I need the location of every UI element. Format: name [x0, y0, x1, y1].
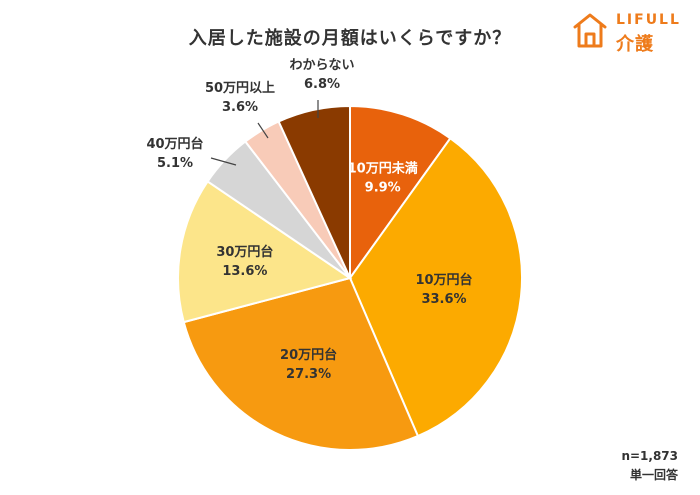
slice-label-4: 40万円台 — [146, 136, 203, 152]
slice-labels: 10万円未満 9.9% 10万円台 33.6% 20万円台 27.3% 30万円台 13.6%… — [146, 58, 472, 382]
slice-value-4: 5.1% — [157, 156, 193, 171]
slice-value-6: 6.8% — [304, 77, 340, 92]
slice-value-2: 27.3% — [286, 367, 331, 382]
lifull-kaigo-logo: LIFULL 介護 — [572, 10, 687, 56]
leader-line-5 — [257, 122, 269, 139]
slice-value-5: 3.6% — [222, 100, 258, 115]
leader-lines — [210, 100, 319, 166]
slice-label-5: 50万円以上 — [205, 81, 275, 96]
pie-slice-6 — [277, 104, 351, 279]
logo-text-jp: 介護 — [616, 34, 654, 55]
slice-value-1: 33.6% — [421, 292, 466, 307]
slice-label-6: わからない — [289, 58, 354, 73]
chart-title: 入居した施設の月額はいくらですか？ — [188, 28, 512, 49]
slice-label-1: 10万円台 — [415, 272, 472, 288]
slice-value-3: 13.6% — [222, 264, 267, 279]
sample-size-note: n=1,873 — [621, 449, 678, 463]
slice-label-0: 10万円未満 — [348, 161, 418, 177]
question-type-note: 単一回答 — [629, 468, 678, 482]
pie-slice-0 — [349, 104, 452, 282]
slice-label-3: 30万円台 — [216, 244, 273, 260]
slice-value-0: 9.9% — [365, 181, 401, 196]
slice-label-2: 20万円台 — [280, 347, 337, 363]
leader-line-4 — [210, 157, 237, 166]
logo-text-en: LIFULL — [616, 12, 681, 28]
pie-slice-2 — [182, 276, 420, 451]
pie-slice-3 — [177, 180, 353, 324]
pie-slices — [177, 104, 523, 451]
pie-slice-1 — [348, 136, 523, 438]
house-logo-icon — [573, 13, 607, 48]
